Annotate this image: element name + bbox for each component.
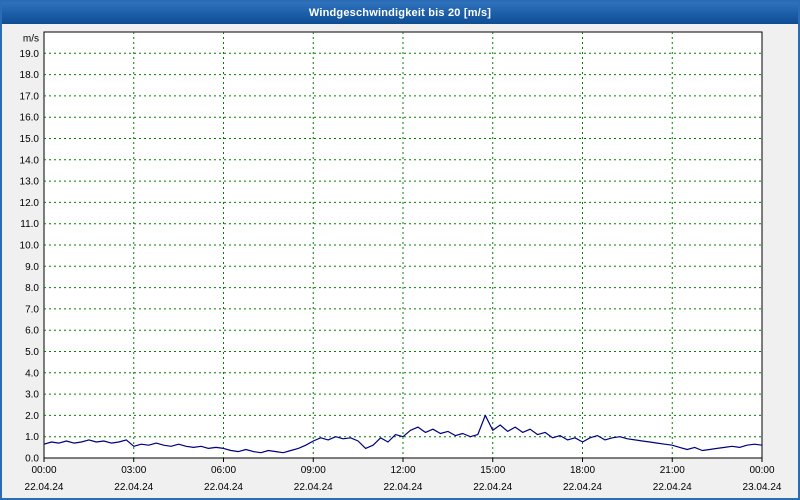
x-tick-time: 09:00 — [301, 465, 326, 476]
y-tick-label: 4.0 — [25, 368, 39, 379]
x-tick-date: 22.04.24 — [473, 482, 512, 493]
x-axis-labels: 00:00 22.04.24 03:00 22.04.24 06:00 22.04.24 0… — [25, 465, 782, 493]
x-tick-date: 22.04.24 — [653, 482, 692, 493]
x-tick-time: 03:00 — [121, 465, 146, 476]
x-tick-date: 22.04.24 — [204, 482, 243, 493]
x-tick-date: 22.04.24 — [25, 482, 64, 493]
y-tick-label: 17.0 — [20, 91, 40, 102]
y-tick-label: 16.0 — [20, 113, 40, 124]
y-unit-label: m/s — [23, 33, 39, 44]
gridlines — [44, 32, 762, 458]
y-tick-label: 9.0 — [25, 262, 39, 273]
x-tick-time: 12:00 — [390, 465, 415, 476]
y-tick-label: 2.0 — [25, 411, 39, 422]
x-tick-time: 15:00 — [480, 465, 505, 476]
x-tick-time: 00:00 — [31, 465, 56, 476]
y-tick-label: 18.0 — [20, 70, 40, 81]
x-tick-marks — [43, 458, 763, 462]
x-tick-date: 22.04.24 — [294, 482, 333, 493]
title-bar: Windgeschwindigkeit bis 20 [m/s] — [2, 2, 798, 24]
y-tick-label: 0.0 — [25, 454, 39, 465]
y-axis-labels: 0.0 1.0 2.0 3.0 4.0 5.0 6.0 7.0 8.0 9.0 10.0 11.0 12… — [20, 33, 40, 464]
x-tick-date: 22.04.24 — [114, 482, 153, 493]
y-tick-label: 5.0 — [25, 347, 39, 358]
y-tick-label: 10.0 — [20, 241, 40, 252]
y-tick-label: 12.0 — [20, 198, 40, 209]
x-tick-time: 21:00 — [660, 465, 685, 476]
x-tick-time: 18:00 — [570, 465, 595, 476]
y-tick-label: 7.0 — [25, 304, 39, 315]
chart-title: Windgeschwindigkeit bis 20 [m/s] — [308, 7, 492, 19]
y-tick-label: 3.0 — [25, 390, 39, 401]
x-tick-date: 22.04.24 — [563, 482, 602, 493]
y-tick-label: 1.0 — [25, 432, 39, 443]
y-tick-label: 15.0 — [20, 134, 40, 145]
x-tick-date: 22.04.24 — [384, 482, 423, 493]
y-tick-label: 8.0 — [25, 283, 39, 294]
y-tick-label: 13.0 — [20, 177, 40, 188]
x-tick-date: 23.04.24 — [743, 482, 782, 493]
x-tick-time: 00:00 — [749, 465, 774, 476]
y-tick-label: 14.0 — [20, 155, 40, 166]
wind-speed-line — [43, 414, 763, 454]
y-tick-label: 11.0 — [20, 219, 39, 230]
x-tick-time: 06:00 — [211, 465, 236, 476]
y-tick-label: 6.0 — [25, 326, 39, 337]
chart-svg: 0.0 1.0 2.0 3.0 4.0 5.0 6.0 7.0 8.0 9.0 10.0 11.0 12… — [2, 24, 798, 498]
y-tick-label: 19.0 — [20, 49, 40, 60]
